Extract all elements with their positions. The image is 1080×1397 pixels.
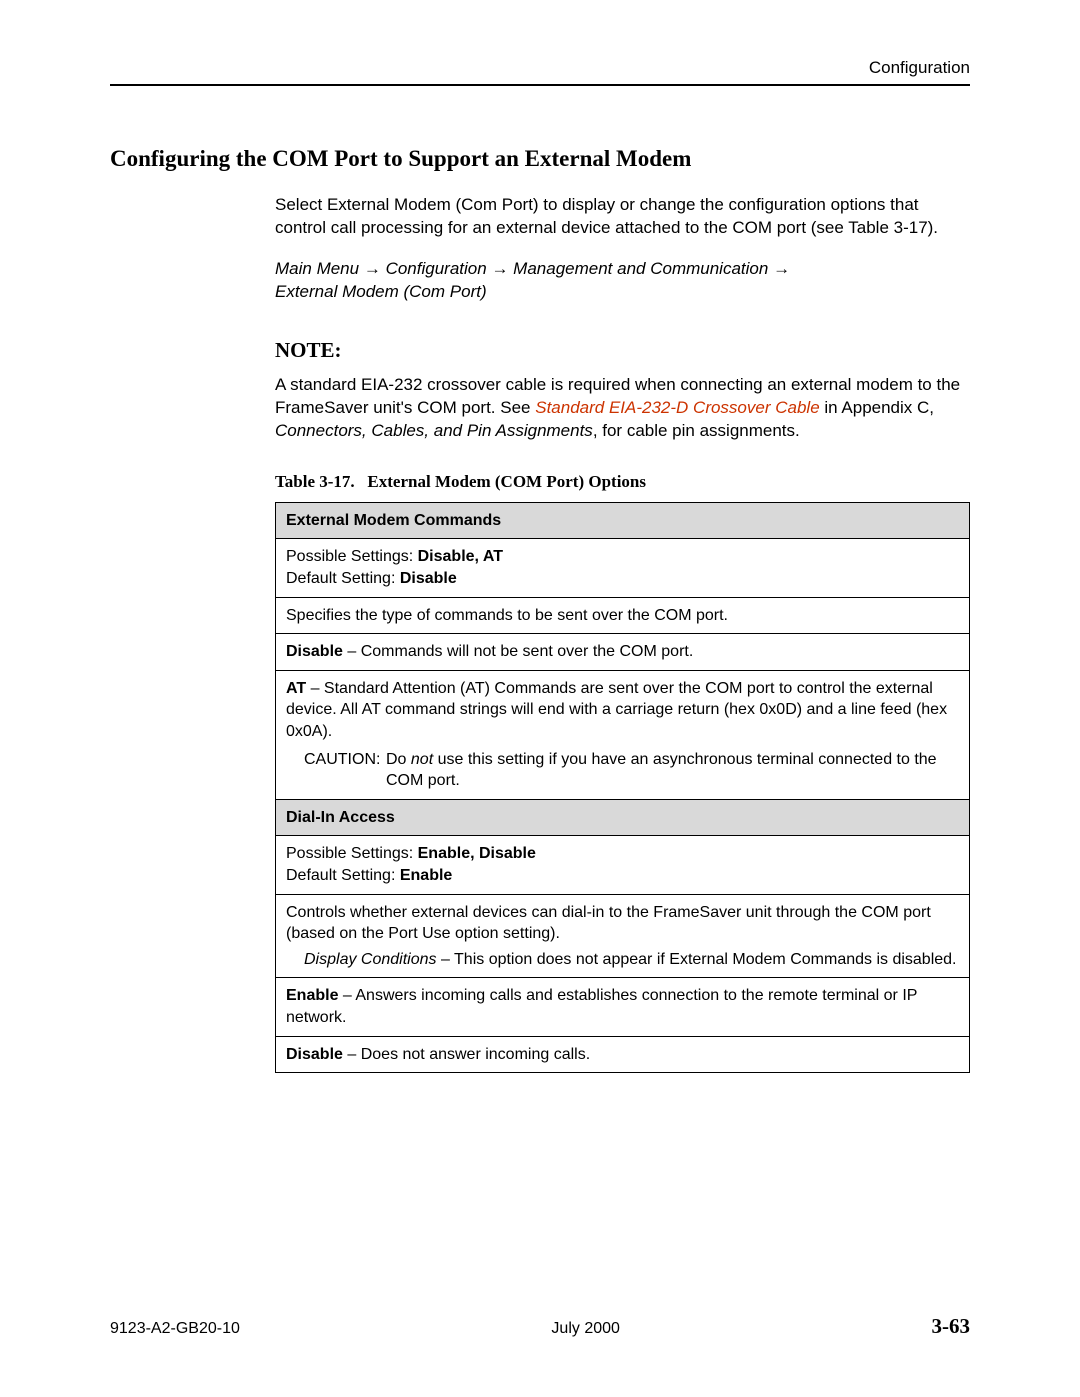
caution-not: not	[411, 751, 433, 768]
possible-settings-label: Possible Settings:	[286, 548, 418, 565]
menu-seg-1: Main Menu	[275, 259, 359, 278]
option-label: AT	[286, 680, 306, 697]
doc-date: July 2000	[551, 1320, 620, 1338]
body-content: Select External Modem (Com Port) to disp…	[275, 194, 970, 1073]
section-heading: Configuring the COM Port to Support an E…	[110, 146, 970, 172]
option-label: Disable	[286, 1046, 343, 1063]
option-value-cell: Disable – Does not answer incoming calls…	[276, 1036, 970, 1073]
display-conditions-label: Display Conditions	[304, 951, 437, 968]
menu-seg-2: Configuration	[386, 259, 487, 278]
option-text: – Standard Attention (AT) Commands are s…	[286, 680, 947, 740]
intro-paragraph: Select External Modem (Com Port) to disp…	[275, 194, 970, 240]
option-text: – Does not answer incoming calls.	[343, 1046, 590, 1063]
possible-settings-value: Disable, AT	[418, 548, 503, 565]
option-value-cell: Disable – Commands will not be sent over…	[276, 634, 970, 671]
table-row: Disable – Commands will not be sent over…	[276, 634, 970, 671]
caution-row: CAUTION: Do not use this setting if you …	[286, 749, 959, 792]
appendix-title: Connectors, Cables, and Pin Assignments	[275, 421, 593, 440]
table-row: Specifies the type of commands to be sen…	[276, 597, 970, 634]
chapter-title: Configuration	[869, 58, 970, 77]
caution-label: CAUTION:	[286, 749, 386, 792]
option-label: Disable	[286, 643, 343, 660]
display-conditions-text: – This option does not appear if Externa…	[437, 951, 957, 968]
table-row: External Modem Commands	[276, 502, 970, 539]
options-table: External Modem Commands Possible Setting…	[275, 502, 970, 1073]
menu-seg-4: External Modem (Com Port)	[275, 282, 487, 301]
table-row: Enable – Answers incoming calls and esta…	[276, 978, 970, 1036]
table-title: External Modem (COM Port) Options	[367, 472, 646, 491]
option-value-cell: AT – Standard Attention (AT) Commands ar…	[276, 670, 970, 799]
option-header: Dial-In Access	[276, 799, 970, 836]
page-number: 3-63	[931, 1314, 970, 1339]
default-setting-label: Default Setting:	[286, 570, 400, 587]
note-text-post: , for cable pin assignments.	[593, 421, 800, 440]
option-text: – Answers incoming calls and establishes…	[286, 987, 917, 1026]
arrow-icon: →	[364, 259, 381, 278]
option-value-cell: Enable – Answers incoming calls and esta…	[276, 978, 970, 1036]
default-setting-value: Enable	[400, 867, 452, 884]
caution-text: Do not use this setting if you have an a…	[386, 749, 959, 792]
menu-seg-3: Management and Communication	[513, 259, 768, 278]
table-caption: Table 3-17. External Modem (COM Port) Op…	[275, 471, 970, 494]
option-label: Enable	[286, 987, 338, 1004]
table-row: Possible Settings: Enable, Disable Defau…	[276, 836, 970, 894]
description-cell: Specifies the type of commands to be sen…	[276, 597, 970, 634]
possible-settings-label: Possible Settings:	[286, 845, 418, 862]
option-text: – Commands will not be sent over the COM…	[343, 643, 693, 660]
page-footer: 9123-A2-GB20-10 July 2000 3-63	[110, 1314, 970, 1339]
note-body: A standard EIA-232 crossover cable is re…	[275, 374, 970, 443]
settings-cell: Possible Settings: Enable, Disable Defau…	[276, 836, 970, 894]
table-row: Possible Settings: Disable, AT Default S…	[276, 539, 970, 597]
display-conditions: Display Conditions – This option does no…	[286, 949, 959, 971]
default-setting-label: Default Setting:	[286, 867, 400, 884]
note-heading: NOTE:	[275, 336, 970, 364]
running-header: Configuration	[110, 58, 970, 86]
caution-post: use this setting if you have an asynchro…	[386, 751, 937, 790]
possible-settings-value: Enable, Disable	[418, 845, 536, 862]
crossref-link[interactable]: Standard EIA-232-D Crossover Cable	[535, 398, 819, 417]
caution-pre: Do	[386, 751, 411, 768]
page: Configuration Configuring the COM Port t…	[0, 0, 1080, 1397]
settings-cell: Possible Settings: Disable, AT Default S…	[276, 539, 970, 597]
menu-path: Main Menu → Configuration → Management a…	[275, 258, 970, 304]
option-header: External Modem Commands	[276, 502, 970, 539]
arrow-icon: →	[491, 259, 508, 278]
doc-number: 9123-A2-GB20-10	[110, 1320, 240, 1338]
table-row: Controls whether external devices can di…	[276, 894, 970, 978]
table-row: Disable – Does not answer incoming calls…	[276, 1036, 970, 1073]
table-row: AT – Standard Attention (AT) Commands ar…	[276, 670, 970, 799]
note-text-mid: in Appendix C,	[820, 398, 934, 417]
arrow-icon: →	[773, 259, 790, 278]
default-setting-value: Disable	[400, 570, 457, 587]
description-text: Controls whether external devices can di…	[286, 904, 931, 943]
table-number: Table 3-17.	[275, 472, 355, 491]
description-cell: Controls whether external devices can di…	[276, 894, 970, 978]
table-row: Dial-In Access	[276, 799, 970, 836]
